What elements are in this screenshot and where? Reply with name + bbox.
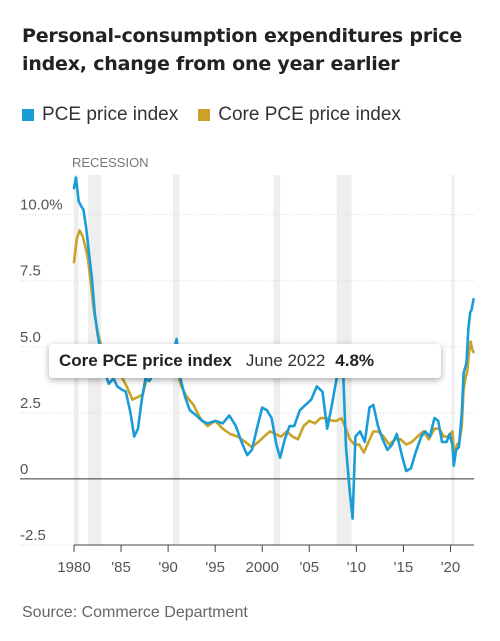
chart-title-line-1: Personal-consumption expenditures price	[22, 25, 463, 47]
recession-band-5	[451, 175, 455, 545]
x-tick-label: '05	[300, 559, 320, 576]
x-tick-label: '20	[441, 559, 461, 576]
tooltip-series-name: Core PCE price index	[59, 351, 232, 370]
legend-label-core-pce: Core PCE price index	[218, 104, 401, 125]
x-tick-label: '15	[394, 559, 414, 576]
y-tick-label: 0	[20, 461, 28, 478]
y-tick-label: 7.5	[20, 263, 41, 280]
legend-label-pce: PCE price index	[42, 104, 179, 125]
y-tick-label: -2.5	[20, 527, 46, 544]
chart-title: Personal-consumption expenditures price …	[22, 22, 482, 78]
x-tick-label: '95	[205, 559, 225, 576]
chart-legend: PCE price index Core PCE price index	[22, 104, 421, 126]
y-tick-label: 5.0	[20, 329, 41, 346]
chart-tooltip: Core PCE price index June 2022 4.8%	[49, 344, 441, 378]
x-tick-label: 1980	[57, 559, 90, 576]
legend-swatch-pce	[22, 109, 34, 121]
x-tick-label: '90	[158, 559, 178, 576]
recession-label: RECESSION	[72, 155, 149, 170]
chart-title-line-2: index, change from one year earlier	[22, 53, 400, 75]
tooltip-date: June 2022	[245, 351, 326, 370]
x-tick-label: 2000	[246, 559, 279, 576]
legend-item-pce[interactable]: PCE price index	[22, 104, 178, 126]
legend-item-core-pce[interactable]: Core PCE price index	[198, 104, 401, 126]
legend-swatch-core-pce	[198, 109, 211, 121]
series-line-pce	[72, 176, 475, 520]
y-tick-label: 10.0%	[20, 197, 63, 214]
tooltip-value: 4.8%	[335, 351, 375, 370]
source-note: Source: Commerce Department	[22, 604, 248, 621]
y-tick-label: 2.5	[20, 395, 41, 412]
x-tick-label: '85	[111, 559, 131, 576]
x-tick-label: '10	[347, 559, 367, 576]
